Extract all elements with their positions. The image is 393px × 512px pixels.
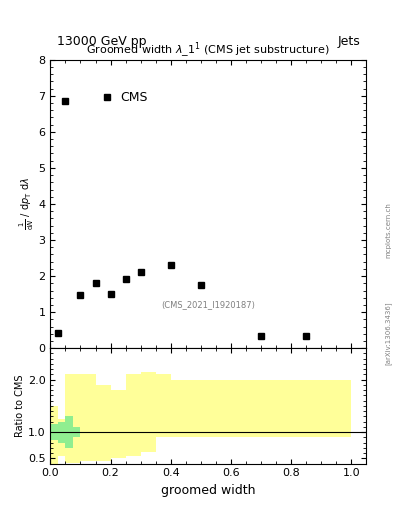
Text: mcplots.cern.ch: mcplots.cern.ch [385, 202, 391, 259]
Bar [201, 380, 351, 437]
Text: CMS: CMS [120, 91, 147, 104]
Text: (CMS_2021_I1920187): (CMS_2021_I1920187) [162, 301, 255, 309]
Bar [50, 406, 58, 463]
Bar [126, 374, 141, 456]
Y-axis label: $\frac{1}{\mathrm{d}N}$ / $\mathrm{d}p_\mathrm{T}$ $\mathrm{d}\lambda$: $\frac{1}{\mathrm{d}N}$ / $\mathrm{d}p_\… [17, 178, 36, 230]
X-axis label: groomed width: groomed width [161, 484, 255, 497]
Bar [50, 424, 58, 440]
Bar [95, 385, 110, 461]
Text: [arXiv:1306.3436]: [arXiv:1306.3436] [384, 301, 391, 365]
Bar [65, 374, 81, 462]
Text: Jets: Jets [337, 35, 360, 48]
Y-axis label: Ratio to CMS: Ratio to CMS [15, 375, 25, 437]
Bar [58, 421, 65, 442]
Bar [186, 380, 201, 437]
Bar [81, 374, 95, 461]
Bar [171, 380, 186, 437]
Bar [141, 372, 156, 452]
Bar [110, 390, 126, 458]
Text: 13000 GeV pp: 13000 GeV pp [57, 35, 146, 48]
Title: Groomed width $\lambda\_1^1$ (CMS jet substructure): Groomed width $\lambda\_1^1$ (CMS jet su… [86, 40, 330, 60]
Bar [73, 427, 81, 437]
Bar [58, 419, 65, 456]
Bar [65, 416, 73, 448]
Bar [156, 374, 171, 437]
